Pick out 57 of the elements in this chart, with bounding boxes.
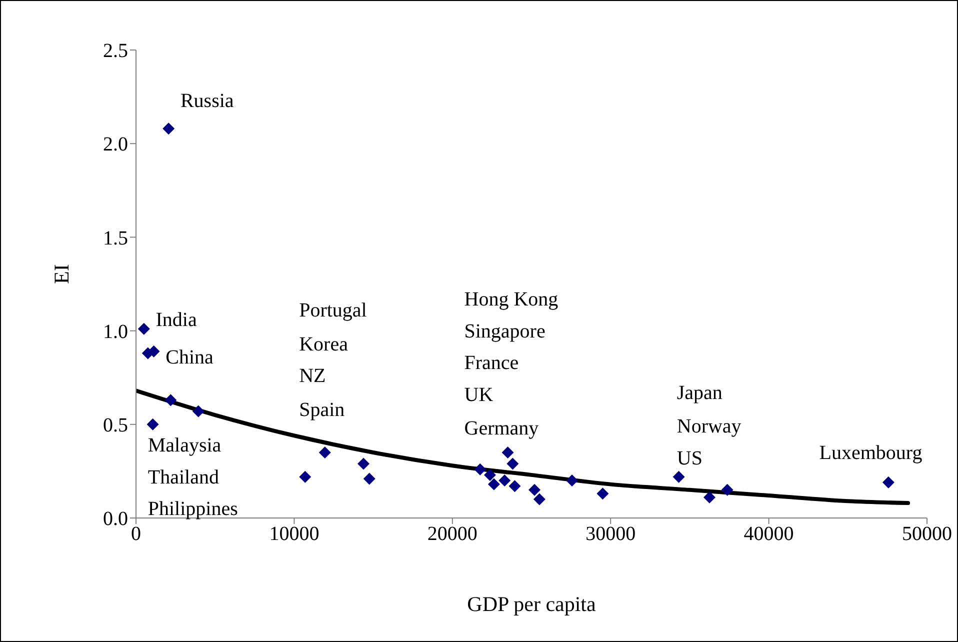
point	[721, 484, 734, 496]
annotation: UK	[464, 384, 494, 406]
annotation: India	[156, 309, 197, 332]
point	[299, 470, 312, 483]
x-tick-label: 40000	[744, 523, 794, 546]
annotation: Russia	[180, 90, 234, 112]
point	[318, 446, 331, 458]
annotation: US	[676, 448, 702, 470]
annotation: Japan	[676, 382, 722, 404]
point	[703, 491, 716, 504]
x-tick-label: 10000	[269, 523, 320, 546]
point	[192, 405, 204, 418]
y-tick-label: 1.0	[103, 320, 128, 343]
x-tick-label: 20000	[427, 523, 478, 546]
point	[146, 418, 159, 430]
annotation: Norway	[676, 416, 742, 438]
x-tick-label: 30000	[586, 523, 636, 546]
annotation: Philippines	[148, 498, 238, 520]
point	[357, 458, 370, 470]
point	[474, 463, 486, 476]
annotation: China	[166, 346, 214, 368]
annotation: Korea	[299, 333, 348, 356]
point	[363, 472, 376, 485]
annotation: Spain	[299, 398, 345, 421]
y-tick-label: 2.5	[103, 40, 128, 62]
point	[484, 468, 496, 481]
x-tick-label: 0	[131, 523, 141, 546]
annotation: Germany	[464, 418, 539, 440]
annotation: Portugal	[299, 300, 368, 322]
annotation: NZ	[299, 365, 326, 388]
annotation: Luxembourg	[819, 442, 922, 464]
annotation: Hong Kong	[464, 288, 558, 310]
point	[596, 488, 609, 500]
annotation: Singapore	[464, 320, 546, 342]
y-tick-label: 0.0	[103, 508, 128, 530]
point	[488, 478, 500, 490]
x-tick-label: 50000	[902, 523, 952, 546]
point	[162, 122, 175, 135]
point	[566, 474, 578, 487]
point	[138, 322, 150, 335]
y-axis-title: EI	[49, 264, 74, 284]
x-axis-title: GDP per capita	[467, 592, 597, 616]
point	[882, 476, 894, 488]
point	[502, 446, 514, 458]
point	[506, 458, 519, 470]
annotation: France	[464, 352, 519, 374]
annotation: Malaysia	[148, 434, 222, 456]
point	[533, 493, 546, 506]
point	[498, 474, 511, 487]
point	[672, 470, 685, 483]
point	[528, 484, 541, 496]
y-tick-label: 2.0	[103, 134, 128, 156]
y-tick-label: 1.5	[103, 227, 128, 250]
point	[164, 394, 177, 406]
y-tick-label: 0.5	[103, 414, 128, 436]
point	[508, 480, 521, 492]
annotation: Thailand	[148, 466, 219, 488]
